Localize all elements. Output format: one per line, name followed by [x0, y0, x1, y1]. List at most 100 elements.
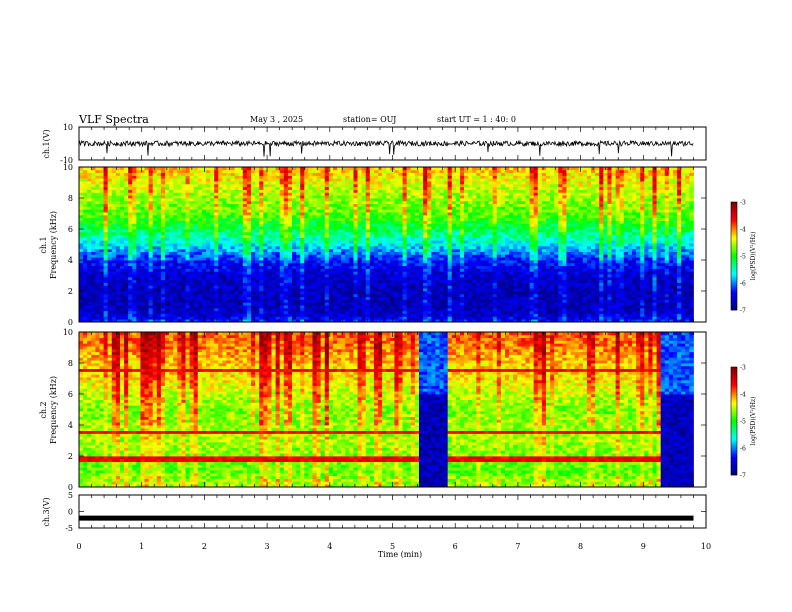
spec-cell: [152, 274, 158, 278]
spec-cell: [181, 189, 186, 193]
spec-cell: [177, 265, 182, 269]
spec-cell: [111, 200, 117, 205]
spec-cell: [275, 214, 281, 219]
spec-cell: [443, 271, 449, 275]
spec-cell: [287, 282, 293, 286]
spec-cell: [410, 178, 416, 182]
spec-cell: [308, 231, 313, 236]
spec-cell: [423, 276, 428, 281]
spec-cell: [160, 237, 166, 241]
spec-cell: [193, 203, 199, 207]
spec-cell: [103, 299, 109, 303]
spec-cell: [226, 307, 231, 312]
spec-cell: [99, 217, 104, 221]
spec-cell: [308, 206, 313, 210]
spec-cell: [328, 307, 334, 312]
spec-cell: [144, 265, 150, 269]
spec-cell: [435, 195, 440, 199]
spec-cell: [111, 279, 117, 283]
spec-cell: [173, 271, 178, 275]
spec-cell: [406, 200, 412, 205]
spec-cell: [308, 169, 313, 174]
spec-cell: [189, 245, 195, 250]
spec-cell: [414, 178, 420, 182]
spec-cell: [287, 288, 293, 292]
spec-cell: [312, 181, 317, 185]
spec-cell: [431, 310, 436, 314]
spec-cell: [332, 243, 338, 247]
spec-cell: [373, 285, 379, 289]
spec-cell: [292, 206, 297, 210]
spec-cell: [189, 229, 195, 233]
spec-cell: [185, 237, 191, 241]
spec-cell: [87, 229, 92, 233]
spec-cell: [373, 293, 379, 298]
spec-cell: [165, 254, 170, 258]
spec-cell: [238, 240, 244, 244]
spec-cell: [308, 288, 313, 292]
spec-cell: [394, 192, 399, 196]
spec-cell: [439, 223, 444, 227]
spec-cell: [95, 189, 100, 193]
spec-cell: [144, 169, 150, 174]
spec-cell: [287, 305, 293, 309]
spec-cell: [124, 276, 129, 281]
spec-cell: [156, 271, 162, 275]
spec-cell: [79, 293, 84, 298]
spec-cell: [193, 268, 199, 272]
spec-cell: [87, 271, 92, 275]
spec-cell: [140, 248, 145, 252]
spec-cell: [197, 313, 203, 317]
spec-cell: [181, 282, 186, 286]
spec-cell: [406, 183, 412, 188]
spec-cell: [124, 319, 129, 323]
spec-cell: [83, 178, 88, 182]
spec-cell: [185, 206, 191, 210]
spec-cell: [427, 296, 432, 300]
spec-cell: [144, 254, 150, 258]
spec-cell: [181, 293, 186, 298]
spec-cell: [423, 200, 428, 205]
spec-cell: [390, 203, 395, 207]
spec-cell: [386, 229, 391, 233]
spec-cell: [320, 291, 326, 295]
spec-cell: [349, 203, 354, 207]
spec-cell: [419, 178, 424, 182]
spec-cell: [87, 257, 92, 261]
spec-cell: [152, 268, 158, 272]
spec-cell: [431, 234, 436, 238]
spec-cell: [251, 212, 256, 216]
spec-cell: [169, 268, 174, 272]
spec-cell: [308, 203, 313, 207]
spec-cell: [427, 237, 432, 241]
spec-cell: [91, 167, 96, 171]
spec-cell: [292, 186, 297, 190]
spec-cell: [341, 200, 346, 205]
spec-cell: [410, 299, 416, 303]
spec-cell: [353, 260, 358, 264]
spec-cell: [373, 231, 379, 236]
spec-cell: [390, 223, 395, 227]
spec-cell: [103, 293, 109, 298]
spec-cell: [332, 234, 338, 238]
spec-cell: [292, 212, 297, 216]
spec-cell: [144, 282, 150, 286]
spec-cell: [439, 248, 444, 252]
spec-cell: [423, 217, 428, 221]
spec-cell: [205, 268, 211, 272]
spec-cell: [160, 240, 166, 244]
spec-cell: [345, 217, 350, 221]
spec-cell: [328, 229, 334, 233]
spec-cell: [99, 200, 104, 205]
spec-cell: [214, 260, 219, 264]
spec-cell: [382, 172, 387, 176]
spec-cell: [279, 310, 285, 314]
spec-cell: [177, 245, 182, 250]
spec-cell: [353, 172, 358, 176]
spec-cell: [205, 302, 211, 306]
spec-cell: [328, 237, 334, 241]
spec-cell: [87, 279, 92, 283]
spec-cell: [95, 243, 100, 247]
spec-cell: [308, 181, 313, 185]
spec-cell: [169, 200, 174, 205]
